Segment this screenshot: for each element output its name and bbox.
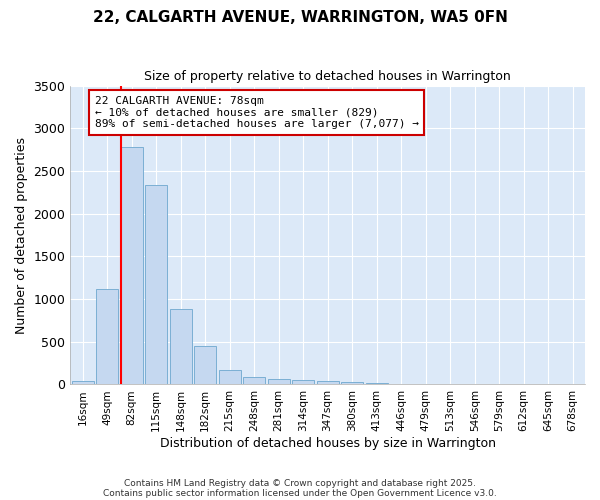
Bar — [317, 382, 338, 384]
Y-axis label: Number of detached properties: Number of detached properties — [15, 136, 28, 334]
Bar — [243, 377, 265, 384]
Bar — [218, 370, 241, 384]
Bar — [194, 346, 216, 385]
Text: Contains HM Land Registry data © Crown copyright and database right 2025.: Contains HM Land Registry data © Crown c… — [124, 478, 476, 488]
Bar — [292, 380, 314, 384]
Bar — [365, 383, 388, 384]
Bar — [96, 289, 118, 384]
Text: 22, CALGARTH AVENUE, WARRINGTON, WA5 0FN: 22, CALGARTH AVENUE, WARRINGTON, WA5 0FN — [92, 10, 508, 25]
Bar — [341, 382, 363, 384]
Text: 22 CALGARTH AVENUE: 78sqm
← 10% of detached houses are smaller (829)
89% of semi: 22 CALGARTH AVENUE: 78sqm ← 10% of detac… — [95, 96, 419, 129]
X-axis label: Distribution of detached houses by size in Warrington: Distribution of detached houses by size … — [160, 437, 496, 450]
Bar — [71, 381, 94, 384]
Bar — [121, 147, 143, 384]
Text: Contains public sector information licensed under the Open Government Licence v3: Contains public sector information licen… — [103, 488, 497, 498]
Bar — [170, 310, 191, 384]
Bar — [145, 184, 167, 384]
Bar — [268, 380, 290, 384]
Title: Size of property relative to detached houses in Warrington: Size of property relative to detached ho… — [144, 70, 511, 83]
